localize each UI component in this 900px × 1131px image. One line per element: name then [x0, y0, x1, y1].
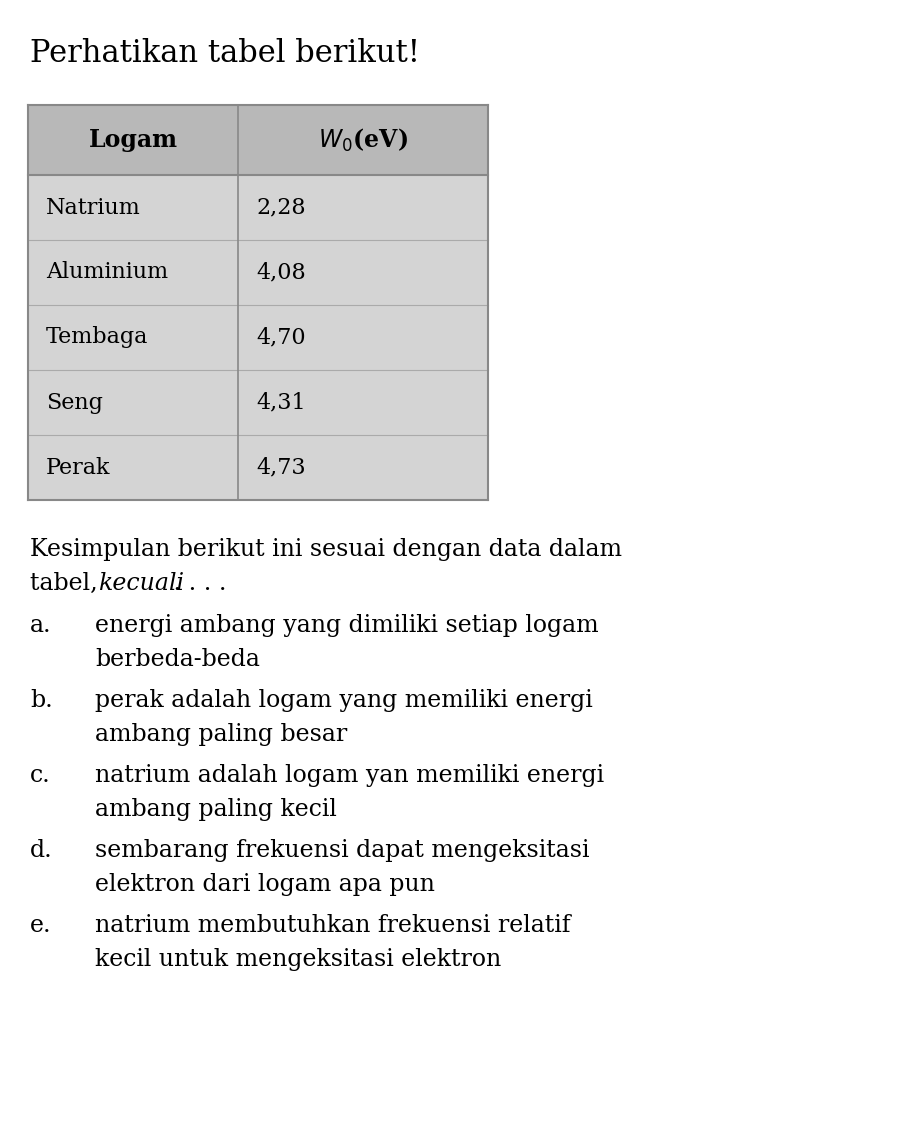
Bar	[28, 435, 488, 500]
Text: kecil untuk mengeksitasi elektron: kecil untuk mengeksitasi elektron	[95, 948, 501, 972]
Text: Perak: Perak	[46, 457, 111, 478]
Text: 2,28: 2,28	[256, 197, 306, 218]
Text: Logam: Logam	[88, 128, 177, 152]
Text: energi ambang yang dimiliki setiap logam: energi ambang yang dimiliki setiap logam	[95, 614, 598, 637]
Text: d.: d.	[30, 839, 53, 862]
Bar	[28, 370, 488, 435]
Text: 4,70: 4,70	[256, 327, 306, 348]
Text: Perhatikan tabel berikut!: Perhatikan tabel berikut!	[30, 38, 420, 69]
Text: tabel,: tabel,	[30, 572, 105, 595]
Text: ambang paling besar: ambang paling besar	[95, 723, 347, 746]
Text: elektron dari logam apa pun: elektron dari logam apa pun	[95, 873, 435, 896]
Text: 4,31: 4,31	[256, 391, 306, 414]
Text: perak adalah logam yang memiliki energi: perak adalah logam yang memiliki energi	[95, 689, 593, 713]
Text: 4,73: 4,73	[256, 457, 306, 478]
Text: a.: a.	[30, 614, 51, 637]
Text: 4,08: 4,08	[256, 261, 306, 284]
Text: ambang paling kecil: ambang paling kecil	[95, 798, 337, 821]
Text: c.: c.	[30, 765, 50, 787]
Text: Aluminium: Aluminium	[46, 261, 168, 284]
Text: $\mathit{W}_0$(eV): $\mathit{W}_0$(eV)	[318, 127, 408, 154]
Bar	[28, 175, 488, 240]
Text: natrium membutuhkan frekuensi relatif: natrium membutuhkan frekuensi relatif	[95, 914, 571, 936]
Bar	[28, 105, 488, 175]
Text: b.: b.	[30, 689, 53, 713]
Text: sembarang frekuensi dapat mengeksitasi: sembarang frekuensi dapat mengeksitasi	[95, 839, 590, 862]
Text: berbeda-beda: berbeda-beda	[95, 648, 260, 671]
Bar	[28, 240, 488, 305]
Text: Kesimpulan berikut ini sesuai dengan data dalam: Kesimpulan berikut ini sesuai dengan dat…	[30, 538, 622, 561]
Text: Seng: Seng	[46, 391, 103, 414]
Text: kecuali: kecuali	[98, 572, 184, 595]
Text: . . . .: . . . .	[166, 572, 227, 595]
Text: e.: e.	[30, 914, 51, 936]
Text: Natrium: Natrium	[46, 197, 140, 218]
Bar	[28, 305, 488, 370]
Text: natrium adalah logam yan memiliki energi: natrium adalah logam yan memiliki energi	[95, 765, 604, 787]
Text: Tembaga: Tembaga	[46, 327, 149, 348]
